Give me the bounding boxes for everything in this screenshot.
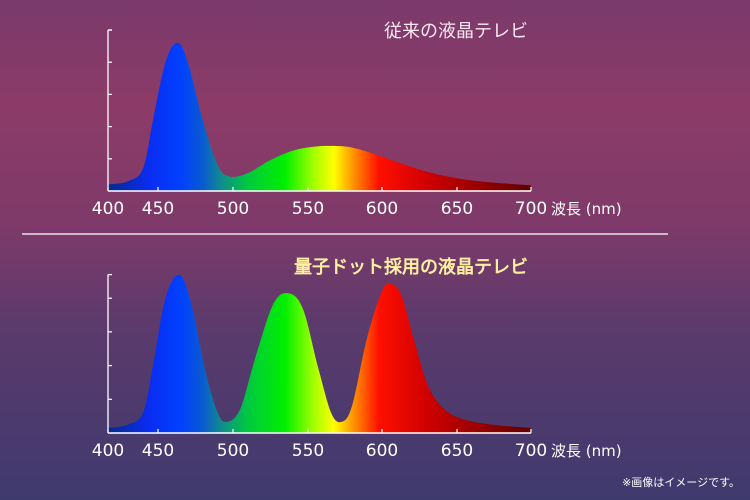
image-note: ※画像はイメージです。 — [622, 476, 740, 489]
x-tick-label: 450 — [142, 441, 174, 461]
x-tick-label: 600 — [366, 441, 398, 461]
x-tick-label: 550 — [292, 199, 324, 219]
chart-title-quantum-dot: 量子ドット採用の液晶テレビ — [294, 257, 528, 278]
spectrum-area-0 — [108, 42, 531, 192]
x-tick-label: 550 — [292, 441, 324, 461]
x-tick-label: 500 — [217, 441, 249, 461]
x-tick-label: 450 — [142, 199, 174, 219]
x-tick-label: 500 — [217, 199, 249, 219]
x-axis-label: 波長 (nm) — [551, 442, 622, 460]
chart-title-conventional: 従来の液晶テレビ — [384, 21, 528, 42]
x-axis-label: 波長 (nm) — [551, 200, 622, 218]
x-tick-label: 600 — [366, 199, 398, 219]
x-tick-label: 650 — [441, 441, 473, 461]
x-tick-label: 700 — [515, 441, 547, 461]
x-tick-label: 650 — [441, 199, 473, 219]
spectrum-area-1 — [108, 274, 531, 433]
x-tick-label: 700 — [515, 199, 547, 219]
x-tick-label: 400 — [92, 441, 124, 461]
x-tick-label: 400 — [92, 199, 124, 219]
